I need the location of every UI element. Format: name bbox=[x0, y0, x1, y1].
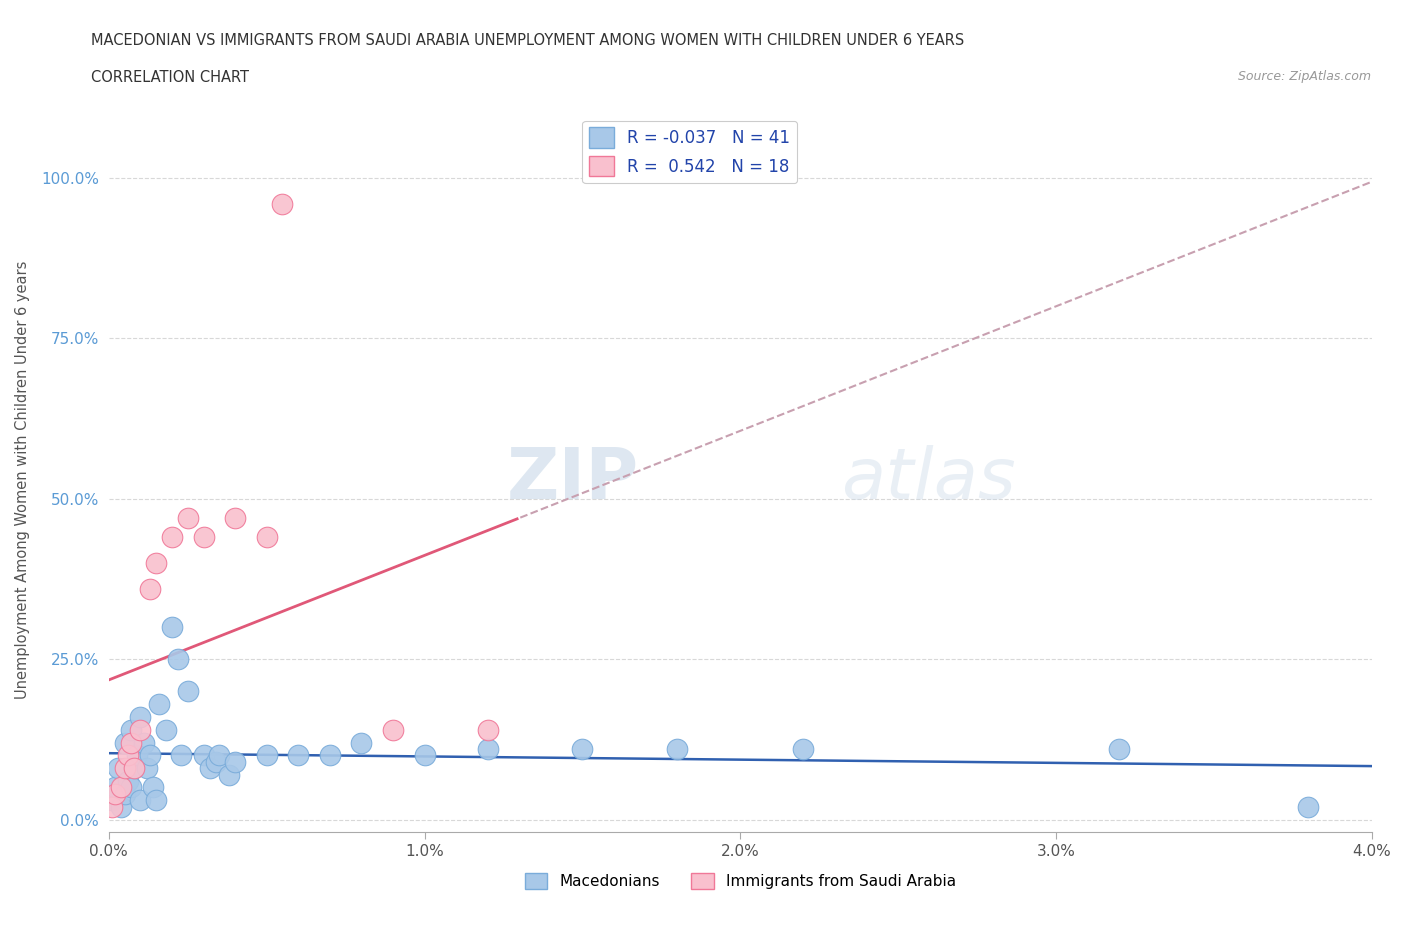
Text: MACEDONIAN VS IMMIGRANTS FROM SAUDI ARABIA UNEMPLOYMENT AMONG WOMEN WITH CHILDRE: MACEDONIAN VS IMMIGRANTS FROM SAUDI ARAB… bbox=[91, 33, 965, 47]
Point bbox=[350, 735, 373, 750]
Point bbox=[193, 530, 215, 545]
Point bbox=[139, 748, 162, 763]
Point bbox=[114, 735, 136, 750]
Point bbox=[287, 748, 309, 763]
Point bbox=[198, 761, 221, 776]
Point bbox=[122, 761, 145, 776]
Point bbox=[148, 697, 170, 711]
Text: Source: ZipAtlas.com: Source: ZipAtlas.com bbox=[1237, 70, 1371, 83]
Y-axis label: Unemployment Among Women with Children Under 6 years: Unemployment Among Women with Children U… bbox=[15, 260, 30, 698]
Point bbox=[477, 723, 499, 737]
Point bbox=[145, 555, 167, 570]
Point bbox=[205, 754, 228, 769]
Legend: Macedonians, Immigrants from Saudi Arabia: Macedonians, Immigrants from Saudi Arabi… bbox=[519, 867, 962, 896]
Point bbox=[256, 748, 278, 763]
Point bbox=[110, 799, 132, 814]
Point bbox=[224, 754, 246, 769]
Point bbox=[110, 780, 132, 795]
Point bbox=[1298, 799, 1320, 814]
Point bbox=[319, 748, 342, 763]
Point bbox=[208, 748, 231, 763]
Point bbox=[224, 511, 246, 525]
Point bbox=[104, 780, 127, 795]
Point bbox=[177, 684, 200, 698]
Point bbox=[218, 767, 240, 782]
Point bbox=[571, 741, 593, 756]
Text: ZIP: ZIP bbox=[508, 445, 640, 514]
Point bbox=[160, 619, 183, 634]
Point bbox=[256, 530, 278, 545]
Point bbox=[132, 735, 155, 750]
Point bbox=[129, 793, 152, 808]
Point bbox=[477, 741, 499, 756]
Point bbox=[167, 652, 190, 667]
Point bbox=[381, 723, 404, 737]
Point bbox=[413, 748, 436, 763]
Point bbox=[160, 530, 183, 545]
Point bbox=[122, 761, 145, 776]
Point bbox=[129, 723, 152, 737]
Text: CORRELATION CHART: CORRELATION CHART bbox=[91, 70, 249, 85]
Point bbox=[101, 799, 124, 814]
Point bbox=[142, 780, 165, 795]
Point bbox=[107, 761, 129, 776]
Point bbox=[129, 710, 152, 724]
Point bbox=[117, 748, 139, 763]
Point bbox=[177, 511, 200, 525]
Point bbox=[120, 735, 142, 750]
Point bbox=[104, 787, 127, 802]
Point bbox=[120, 723, 142, 737]
Point bbox=[155, 723, 177, 737]
Point bbox=[193, 748, 215, 763]
Point bbox=[117, 774, 139, 789]
Point bbox=[101, 793, 124, 808]
Point bbox=[135, 761, 157, 776]
Point bbox=[1108, 741, 1130, 756]
Point bbox=[120, 780, 142, 795]
Point bbox=[145, 793, 167, 808]
Point bbox=[170, 748, 193, 763]
Point bbox=[271, 196, 294, 211]
Point bbox=[127, 748, 149, 763]
Point bbox=[792, 741, 814, 756]
Point bbox=[666, 741, 689, 756]
Point bbox=[139, 581, 162, 596]
Text: atlas: atlas bbox=[841, 445, 1017, 514]
Point bbox=[114, 787, 136, 802]
Point bbox=[114, 761, 136, 776]
